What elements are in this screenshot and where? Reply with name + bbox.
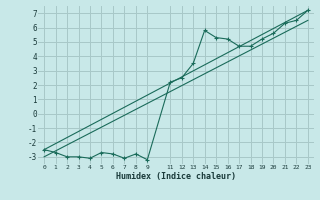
X-axis label: Humidex (Indice chaleur): Humidex (Indice chaleur): [116, 172, 236, 181]
